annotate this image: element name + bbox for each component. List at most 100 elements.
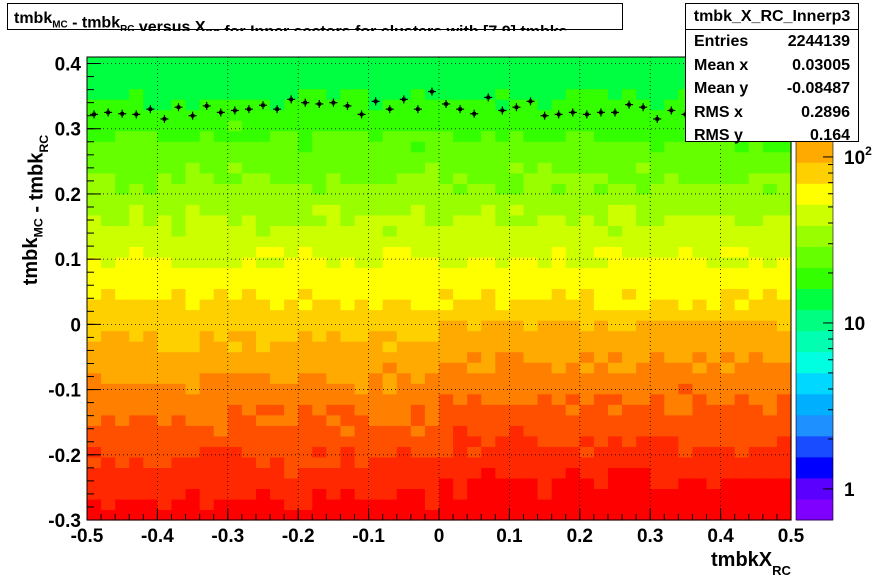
- heatmap-cell: [396, 456, 412, 468]
- heatmap-cell: [593, 383, 609, 395]
- heatmap-cell: [312, 67, 327, 79]
- heatmap-cell: [748, 309, 764, 321]
- heatmap-cell: [481, 477, 496, 490]
- heatmap-cell: [284, 235, 299, 248]
- heatmap-cell: [255, 120, 271, 132]
- heatmap-cell: [593, 404, 609, 416]
- heatmap-cell: [298, 435, 313, 447]
- heatmap-cell: [481, 109, 496, 121]
- heatmap-cell: [396, 151, 412, 163]
- heatmap-cell: [312, 162, 327, 174]
- heatmap-cell: [734, 204, 750, 216]
- heatmap-cell: [607, 404, 623, 416]
- heatmap-cell: [565, 130, 581, 142]
- heatmap-cell: [115, 446, 130, 458]
- heatmap-cell: [537, 509, 553, 521]
- heatmap-cell: [298, 383, 313, 395]
- heatmap-cell: [185, 235, 201, 248]
- heatmap-cell: [593, 309, 609, 321]
- heatmap-cell: [340, 288, 356, 300]
- heatmap-cell: [537, 467, 553, 479]
- heatmap-cell: [129, 330, 144, 342]
- heatmap-cell: [284, 151, 299, 163]
- heatmap-cell: [424, 425, 440, 437]
- heatmap-cell: [424, 351, 440, 363]
- heatmap-cell: [537, 383, 553, 395]
- heatmap-cell: [143, 162, 158, 174]
- heatmap-cell: [495, 162, 510, 174]
- heatmap-cell: [551, 130, 567, 142]
- heatmap-cell: [213, 193, 229, 205]
- heatmap-cell: [776, 488, 792, 500]
- heatmap-cell: [720, 172, 736, 184]
- heatmap-cell: [776, 235, 792, 248]
- heatmap-cell: [579, 204, 595, 216]
- heatmap-cell: [312, 172, 327, 184]
- heatmap-cell: [298, 277, 313, 290]
- heatmap-cell: [762, 320, 778, 332]
- heatmap-cell: [776, 256, 792, 269]
- heatmap-cell: [157, 235, 173, 248]
- heatmap-cell: [157, 172, 173, 184]
- heatmap-cell: [410, 214, 426, 226]
- heatmap-cell: [495, 456, 510, 468]
- heatmap-cell: [382, 277, 398, 290]
- heatmap-cell: [284, 372, 299, 384]
- heatmap-cell: [664, 151, 679, 163]
- heatmap-cell: [368, 488, 384, 500]
- heatmap-cell: [326, 141, 342, 153]
- heatmap-cell: [453, 172, 468, 184]
- heatmap-cell: [255, 456, 271, 468]
- heatmap-cell: [213, 393, 229, 405]
- heatmap-cell: [692, 288, 708, 300]
- heatmap-cell: [312, 320, 327, 332]
- heatmap-cell: [537, 246, 553, 258]
- heatmap-cell: [607, 372, 623, 384]
- heatmap-cell: [762, 235, 778, 248]
- heatmap-cell: [382, 446, 398, 458]
- heatmap-cell: [227, 372, 243, 384]
- heatmap-cell: [354, 277, 370, 290]
- heatmap-cell: [636, 120, 651, 132]
- heatmap-cell: [185, 172, 201, 184]
- heatmap-cell: [410, 456, 426, 468]
- heatmap-cell: [607, 141, 623, 153]
- heatmap-cell: [270, 88, 285, 100]
- heatmap-cell: [382, 88, 398, 100]
- heatmap-cell: [607, 204, 623, 216]
- heatmap-cell: [213, 88, 229, 100]
- heatmap-cell: [509, 277, 525, 290]
- heatmap-cell: [424, 456, 440, 468]
- heatmap-cell: [692, 414, 708, 426]
- heatmap-cell: [523, 225, 539, 237]
- heatmap-cell: [312, 151, 327, 163]
- heatmap-cell: [509, 130, 525, 142]
- heatmap-cell: [748, 267, 764, 279]
- heatmap-cell: [424, 256, 440, 269]
- heatmap-cell: [143, 393, 158, 405]
- stats-mean-x-value: 0.03005: [792, 56, 850, 74]
- heatmap-cell: [748, 277, 764, 290]
- heatmap-cell: [636, 351, 651, 363]
- heatmap-cell: [636, 78, 651, 90]
- heatmap-cell: [650, 246, 665, 258]
- heatmap-cell: [551, 299, 567, 311]
- heatmap-cell: [270, 267, 285, 279]
- heatmap-cell: [650, 299, 665, 311]
- heatmap-cell: [87, 235, 102, 248]
- heatmap-cell: [509, 414, 525, 426]
- heatmap-cell: [185, 214, 201, 226]
- heatmap-cell: [650, 141, 665, 153]
- heatmap-cell: [340, 446, 356, 458]
- heatmap-cell: [199, 204, 215, 216]
- heatmap-cell: [664, 246, 679, 258]
- heatmap-cell: [424, 277, 440, 290]
- heatmap-cell: [284, 214, 299, 226]
- heatmap-cell: [565, 320, 581, 332]
- heatmap-cell: [622, 109, 637, 121]
- palette-bin: [796, 435, 833, 458]
- heatmap-cell: [551, 162, 567, 174]
- heatmap-cell: [199, 78, 215, 90]
- heatmap-cell: [537, 341, 553, 353]
- palette-bin: [796, 456, 833, 479]
